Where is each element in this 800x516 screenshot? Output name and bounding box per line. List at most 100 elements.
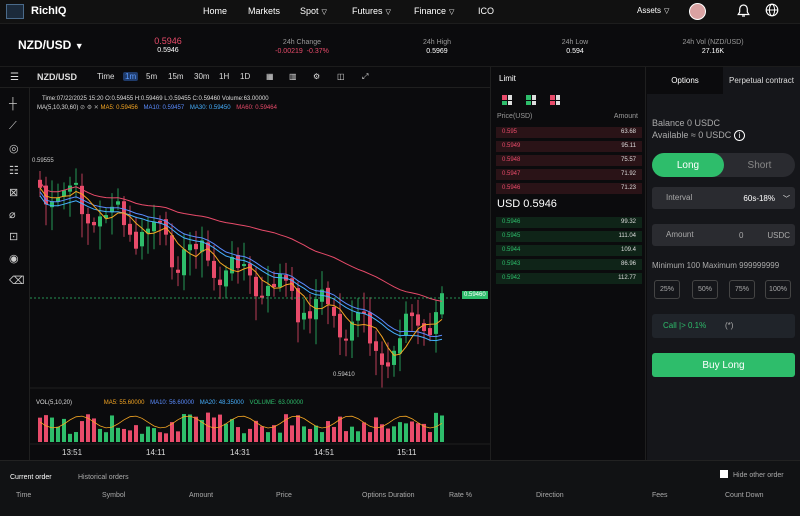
candle-body bbox=[428, 328, 432, 336]
tab-perpetual[interactable]: Perpetual contract bbox=[729, 76, 794, 85]
brand-logo[interactable] bbox=[6, 4, 24, 19]
bid-row[interactable]: 0.5942 112.77 bbox=[496, 273, 642, 284]
eye-icon[interactable]: ◉ bbox=[9, 253, 19, 265]
avatar[interactable] bbox=[689, 3, 706, 20]
indicator-icon[interactable]: ▦ bbox=[266, 72, 274, 81]
candle-body bbox=[38, 179, 42, 188]
buy-long-button[interactable]: Buy Long bbox=[652, 353, 795, 377]
nav-spot[interactable]: Spot ▽ bbox=[300, 6, 327, 16]
interval-select[interactable]: Interval 60s-18% ﹀ bbox=[652, 187, 795, 209]
gear-icon[interactable]: ⚙ bbox=[313, 72, 321, 81]
nav-ico[interactable]: ICO bbox=[478, 6, 495, 16]
ask-row[interactable]: 0.5947 71.92 bbox=[496, 169, 642, 180]
volume-bar bbox=[392, 426, 396, 442]
vol-ma-line bbox=[39, 415, 443, 429]
ask-row[interactable]: 0.595 63.68 bbox=[496, 127, 642, 138]
interval-15m[interactable]: 15m bbox=[168, 72, 184, 81]
candle-body bbox=[290, 278, 294, 291]
menu-icon[interactable]: ☰ bbox=[10, 72, 19, 83]
chevron-down-icon: ▽ bbox=[385, 9, 391, 16]
chart-type-icon[interactable]: ▥ bbox=[289, 72, 297, 81]
time-tick: 14:51 bbox=[314, 448, 335, 457]
assets-menu[interactable]: Assets ▽ bbox=[637, 6, 670, 15]
fullscreen-icon[interactable]: ⤢ bbox=[362, 72, 369, 81]
candle-body bbox=[224, 270, 228, 287]
price-chart[interactable]: Time:07/22/2025 15:20 O:0.59455 H:0.5946… bbox=[30, 88, 491, 460]
direction-toggle: Long Short bbox=[652, 153, 795, 177]
volume-bar bbox=[152, 428, 156, 442]
candle-body bbox=[272, 283, 276, 288]
lock-icon[interactable]: ⊡ bbox=[9, 231, 19, 243]
bid-row[interactable]: 0.5945 111.04 bbox=[496, 231, 642, 242]
interval-1m[interactable]: 1m bbox=[123, 72, 139, 81]
bid-row[interactable]: 0.5946 99.32 bbox=[496, 217, 642, 228]
pattern-icon[interactable]: ⊠ bbox=[9, 187, 19, 199]
candle-body bbox=[380, 353, 384, 365]
camera-icon[interactable]: ◫ bbox=[337, 72, 345, 81]
volume-bar bbox=[398, 422, 402, 442]
volume-bar bbox=[182, 414, 186, 442]
candle-body bbox=[230, 256, 234, 274]
ask-row[interactable]: 0.5949 95.11 bbox=[496, 141, 642, 152]
ask-row[interactable]: 0.5948 75.57 bbox=[496, 155, 642, 166]
volume-bar bbox=[62, 418, 66, 442]
view-both-icon[interactable] bbox=[502, 95, 512, 105]
checkbox[interactable] bbox=[720, 470, 728, 478]
volume-bar bbox=[338, 416, 342, 442]
candle-body bbox=[182, 249, 186, 276]
long-button[interactable]: Long bbox=[652, 153, 724, 177]
view-asks-icon[interactable] bbox=[550, 95, 560, 105]
candle-body bbox=[422, 323, 426, 332]
bid-row[interactable]: 0.5944 109.4 bbox=[496, 245, 642, 256]
volume-bar bbox=[56, 426, 60, 442]
info-icon[interactable]: i bbox=[733, 130, 745, 141]
ma5-line bbox=[39, 187, 443, 356]
nav-finance[interactable]: Finance ▽ bbox=[414, 6, 455, 16]
amount-field[interactable]: Amount 0 USDC bbox=[652, 224, 795, 246]
volume-bar bbox=[320, 432, 324, 442]
crosshair-icon[interactable]: ┼ bbox=[9, 98, 17, 110]
globe-icon[interactable] bbox=[765, 3, 779, 20]
fib-icon[interactable]: ☷ bbox=[9, 165, 19, 177]
circle-icon[interactable]: ◎ bbox=[9, 143, 19, 155]
pct-75-button[interactable]: 75% bbox=[729, 280, 755, 299]
vol-legend: VOL(5,10,20) MA5: 55.60000 MA10: 56.6000… bbox=[36, 400, 304, 406]
ask-row[interactable]: 0.5946 71.23 bbox=[496, 183, 642, 194]
bid-row[interactable]: 0.5943 86.96 bbox=[496, 259, 642, 270]
trash-icon[interactable]: ⌫ bbox=[9, 275, 25, 287]
chart-toolbar: ☰ NZD/USD Time 1m 5m 15m 30m 1H 1D ▦ ▥ ⚙… bbox=[0, 67, 491, 88]
col-rate: Rate % bbox=[449, 492, 472, 499]
interval-5m[interactable]: 5m bbox=[146, 72, 158, 81]
tab-options[interactable]: Options bbox=[647, 67, 723, 94]
candle-body bbox=[74, 182, 78, 185]
interval-30m[interactable]: 30m bbox=[194, 72, 210, 81]
bell-icon[interactable] bbox=[737, 4, 750, 21]
chevron-down-icon: ﹀ bbox=[783, 196, 790, 203]
volume-bar bbox=[440, 415, 444, 442]
tab-historical-orders[interactable]: Historical orders bbox=[78, 474, 129, 481]
view-bids-icon[interactable] bbox=[526, 95, 536, 105]
eye-icon[interactable]: ⊘ ⚙ ✕ bbox=[80, 105, 101, 111]
pct-100-button[interactable]: 100% bbox=[765, 280, 791, 299]
volume-bar bbox=[68, 433, 72, 442]
pct-25-button[interactable]: 25% bbox=[654, 280, 680, 299]
trendline-icon[interactable]: ⟋ bbox=[9, 120, 17, 132]
interval-1d[interactable]: 1D bbox=[240, 72, 251, 81]
volume-bar bbox=[266, 432, 270, 442]
short-button[interactable]: Short bbox=[747, 159, 772, 171]
pct-50-button[interactable]: 50% bbox=[692, 280, 718, 299]
volume-bar bbox=[350, 426, 354, 442]
pair-selector[interactable]: NZD/USD ▼ bbox=[18, 38, 84, 52]
nav-home[interactable]: Home bbox=[203, 6, 228, 16]
brand-name[interactable]: RichIQ bbox=[31, 5, 67, 17]
interval-1h[interactable]: 1H bbox=[219, 72, 230, 81]
hide-other-checkbox[interactable]: Hide other order bbox=[720, 470, 784, 479]
nav-markets[interactable]: Markets bbox=[248, 6, 281, 16]
ma-legend: MA(5,10,30,60) ⊘ ⚙ ✕ MA5: 0.59456 MA10: … bbox=[37, 105, 277, 111]
nav-futures[interactable]: Futures ▽ bbox=[352, 6, 391, 16]
tab-current-order[interactable]: Current order bbox=[10, 474, 52, 481]
candle-body bbox=[260, 295, 264, 298]
time-label[interactable]: Time bbox=[97, 72, 115, 81]
magnet-icon[interactable]: ⌀ bbox=[9, 209, 16, 221]
volume-bar bbox=[122, 428, 126, 442]
